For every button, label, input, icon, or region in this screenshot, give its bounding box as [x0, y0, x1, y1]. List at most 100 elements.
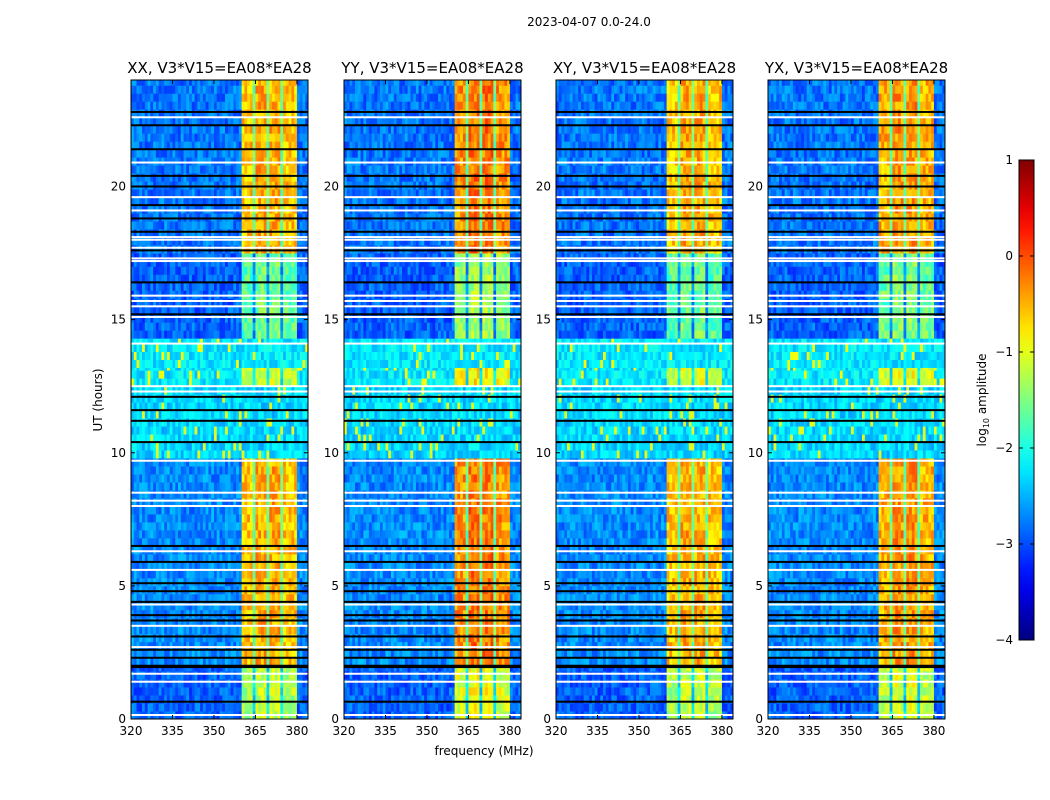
- heatmap-cell: [153, 245, 157, 254]
- heatmap-cell: [166, 665, 171, 672]
- heatmap-cell: [169, 221, 173, 230]
- heatmap-cell: [291, 282, 295, 291]
- heatmap-cell: [139, 229, 143, 238]
- heatmap-cell: [233, 298, 237, 307]
- heatmap-cell: [244, 442, 248, 451]
- heatmap-cell: [164, 197, 168, 206]
- heatmap-cell: [158, 141, 162, 150]
- heatmap-cell: [202, 601, 207, 611]
- heatmap-cell: [233, 649, 237, 659]
- heatmap-cell: [161, 338, 165, 344]
- heatmap-cell: [147, 165, 151, 174]
- heatmap-cell: [219, 117, 223, 126]
- heatmap-cell: [219, 671, 223, 680]
- heatmap-cell: [294, 229, 298, 238]
- heatmap-cell: [150, 577, 154, 587]
- heatmap-cell: [302, 482, 306, 491]
- heatmap-cell: [180, 687, 184, 696]
- heatmap-cell: [200, 298, 204, 307]
- heatmap-cell: [131, 322, 135, 331]
- heatmap-cell: [258, 197, 262, 206]
- heatmap-cell: [202, 253, 207, 259]
- heatmap-cell: [249, 253, 254, 259]
- heatmap-cell: [274, 245, 278, 254]
- heatmap-cell: [208, 109, 212, 118]
- heatmap-cell: [269, 133, 273, 142]
- heatmap-cell: [280, 229, 284, 238]
- heatmap-cell: [296, 133, 301, 142]
- heatmap-cell: [136, 189, 140, 198]
- heatmap-cell: [236, 338, 240, 344]
- heatmap-cell: [272, 298, 276, 307]
- heatmap-cell: [202, 258, 207, 267]
- heatmap-cell: [222, 633, 226, 643]
- heatmap-cell: [260, 498, 265, 507]
- heatmap-cell: [213, 609, 218, 619]
- heatmap-cell: [274, 474, 278, 483]
- heatmap-cell: [164, 298, 168, 307]
- heatmap-cell: [131, 633, 135, 643]
- heatmap-cell: [216, 205, 220, 214]
- heatmap-cell: [283, 537, 287, 547]
- heatmap-cell: [164, 213, 168, 222]
- heatmap-cell: [238, 625, 243, 635]
- heatmap-cell: [255, 442, 259, 451]
- heatmap-cell: [211, 266, 215, 275]
- heatmap-cell: [238, 703, 243, 712]
- heatmap-cell: [191, 189, 196, 198]
- heatmap-cell: [175, 577, 179, 587]
- heatmap-cell: [136, 537, 140, 547]
- heatmap-cell: [225, 213, 229, 222]
- heatmap-cell: [142, 378, 146, 387]
- heatmap-cell: [283, 258, 287, 267]
- heatmap-cell: [263, 585, 267, 595]
- heatmap-cell: [294, 617, 298, 627]
- heatmap-cell: [244, 665, 248, 672]
- heatmap-cell: [230, 133, 234, 142]
- heatmap-cell: [296, 359, 301, 368]
- heatmap-cell: [291, 450, 295, 459]
- heatmap-cell: [205, 173, 209, 182]
- heatmap-cell: [161, 314, 165, 323]
- heatmap-cell: [211, 657, 215, 667]
- heatmap-cell: [166, 506, 171, 515]
- heatmap-cell: [155, 671, 160, 680]
- heatmap-cell: [225, 205, 229, 214]
- heatmap-cell: [183, 418, 187, 427]
- heatmap-cell: [277, 338, 281, 344]
- heatmap-cell: [272, 378, 276, 387]
- heatmap-cell: [255, 359, 259, 368]
- heatmap-cell: [164, 370, 168, 379]
- heatmap-cell: [147, 577, 151, 587]
- heatmap-cell: [208, 125, 212, 134]
- heatmap-cell: [269, 378, 273, 387]
- heatmap-cell: [238, 141, 243, 150]
- heatmap-cell: [288, 181, 292, 190]
- heatmap-cell: [285, 197, 290, 206]
- heatmap-cell: [197, 633, 201, 643]
- heatmap-cell: [299, 402, 303, 411]
- heatmap-cell: [150, 671, 154, 680]
- heatmap-cell: [216, 343, 220, 352]
- heatmap-cell: [202, 695, 207, 704]
- heatmap-cell: [172, 537, 176, 547]
- heatmap-cell: [233, 133, 237, 142]
- heatmap-cell: [189, 221, 193, 230]
- heatmap-cell: [247, 306, 251, 315]
- heatmap-cell: [222, 695, 226, 704]
- heatmap-cell: [191, 157, 196, 166]
- heatmap-cell: [291, 641, 295, 651]
- heatmap-cell: [305, 450, 309, 459]
- heatmap-cell: [139, 490, 143, 499]
- heatmap-cell: [164, 165, 168, 174]
- heatmap-cell: [191, 521, 196, 531]
- heatmap-cell: [236, 577, 240, 587]
- heatmap-cell: [233, 117, 237, 126]
- heatmap-cell: [283, 513, 287, 523]
- heatmap-cell: [161, 687, 165, 696]
- heatmap-cell: [194, 189, 198, 198]
- heatmap-cell: [272, 418, 276, 427]
- heatmap-cell: [305, 125, 309, 134]
- heatmap-cell: [164, 426, 168, 435]
